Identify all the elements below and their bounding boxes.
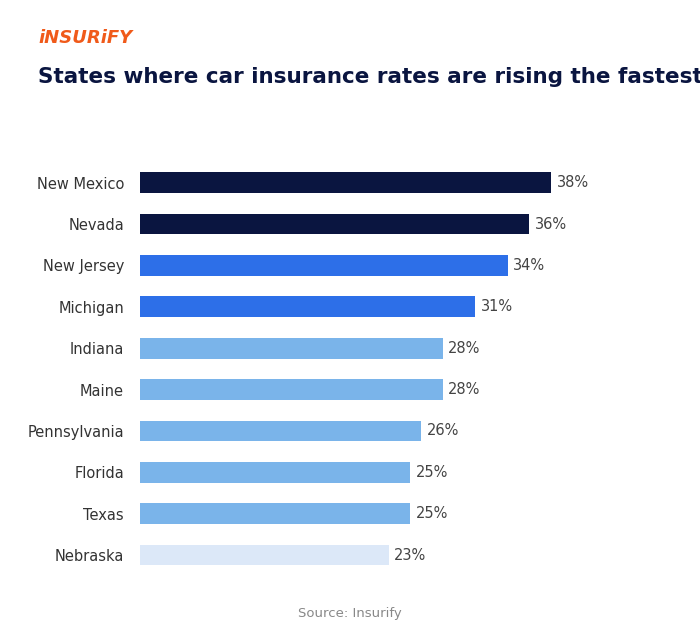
Bar	[140, 420, 421, 441]
Text: 25%: 25%	[416, 506, 448, 522]
Bar	[140, 296, 475, 317]
Text: Source: Insurify: Source: Insurify	[298, 607, 402, 620]
Bar	[140, 338, 443, 359]
Text: 25%: 25%	[416, 465, 448, 480]
Bar	[140, 545, 388, 565]
Text: States where car insurance rates are rising the fastest: States where car insurance rates are ris…	[38, 67, 700, 86]
Text: 28%: 28%	[448, 341, 481, 356]
Text: iNSURiFY: iNSURiFY	[38, 29, 132, 46]
Bar	[140, 462, 410, 483]
Bar	[140, 214, 529, 235]
Text: 28%: 28%	[448, 382, 481, 397]
Text: 23%: 23%	[394, 548, 426, 563]
Bar	[140, 503, 410, 524]
Bar	[140, 255, 507, 276]
Text: 36%: 36%	[535, 216, 567, 232]
Bar	[140, 172, 551, 193]
Text: 26%: 26%	[427, 424, 459, 438]
Bar	[140, 379, 443, 400]
Text: 31%: 31%	[481, 300, 513, 314]
Text: 34%: 34%	[513, 258, 545, 273]
Text: 38%: 38%	[556, 175, 589, 190]
